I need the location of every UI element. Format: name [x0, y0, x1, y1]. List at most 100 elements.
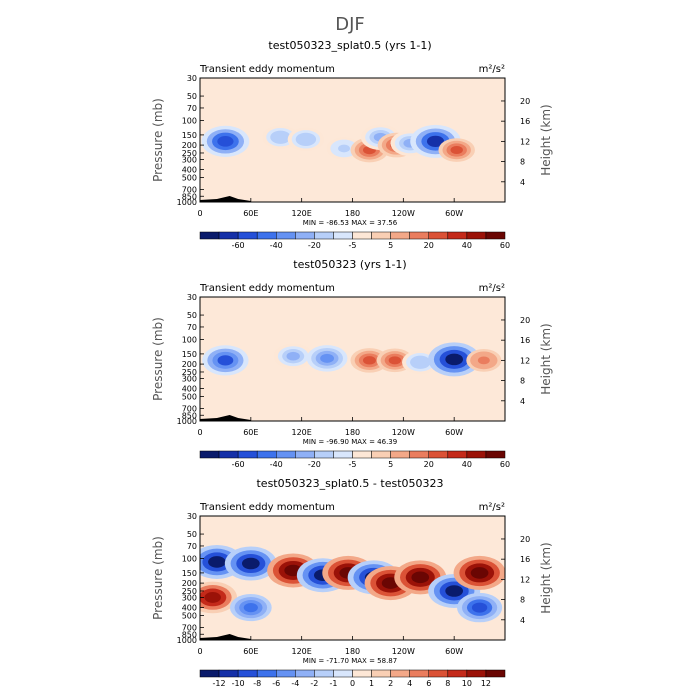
longitude-tick-label: 60E — [243, 428, 258, 437]
pressure-tick-label: 700 — [182, 623, 197, 632]
contour-blob-negative — [471, 602, 488, 613]
panel-title: test050323_splat0.5 - test050323 — [256, 477, 443, 490]
pressure-tick-label: 150 — [182, 569, 197, 578]
colorbar-swatch — [485, 669, 506, 678]
colorbar-label: 60 — [500, 241, 510, 250]
pressure-tick-label: 400 — [182, 385, 197, 394]
colorbar-swatch — [466, 669, 487, 678]
colorbar-label: 10 — [462, 679, 472, 688]
colorbar-label: -12 — [213, 679, 226, 688]
panel-2: test050323 (yrs 1-1) Transient eddy momen… — [151, 258, 553, 469]
longitude-tick-label: 0 — [197, 428, 202, 437]
colorbar-label: 40 — [462, 460, 472, 469]
colorbar-swatch — [352, 450, 372, 459]
terrain-silhouette — [200, 196, 251, 202]
colorbar-swatch — [218, 450, 239, 459]
colorbar-swatch — [314, 450, 334, 459]
pressure-tick-label: 50 — [187, 530, 197, 539]
colorbar-label: -5 — [349, 241, 357, 250]
pressure-tick-label: 850 — [182, 630, 197, 639]
colorbar-swatch — [276, 450, 296, 459]
colorbar-swatch — [409, 669, 429, 678]
contour-blob-negative — [274, 133, 287, 142]
terrain-silhouette — [200, 415, 251, 421]
units-label: m²/s² — [479, 64, 505, 75]
colorbar-swatch — [352, 669, 372, 678]
colorbar-swatch — [333, 450, 353, 459]
longitude-tick-label: 60E — [243, 209, 258, 218]
contour-blob-negative — [208, 556, 226, 568]
pressure-tick-label: 70 — [187, 542, 197, 551]
pressure-tick-label: 50 — [187, 92, 197, 101]
y-axis-title: Pressure (mb) — [151, 536, 165, 620]
colorbar-label: 1 — [369, 679, 374, 688]
panel-title: test050323_splat0.5 (yrs 1-1) — [268, 39, 431, 52]
pressure-tick-label: 500 — [182, 611, 197, 620]
contour-blob-negative — [414, 358, 427, 367]
colorbar-swatch — [218, 231, 239, 240]
colorbar-swatch — [428, 669, 449, 678]
pressure-tick-label: 70 — [187, 323, 197, 332]
units-label: m²/s² — [479, 283, 505, 294]
colorbar-label: -8 — [253, 679, 261, 688]
colorbar-label: -1 — [329, 679, 337, 688]
pressure-tick-label: 850 — [182, 192, 197, 201]
colorbar-swatch — [447, 669, 468, 678]
colorbar-swatch — [295, 231, 315, 240]
longitude-tick-label: 180 — [345, 647, 360, 656]
height-tick-label: 4 — [520, 616, 525, 625]
height-tick-label: 20 — [520, 535, 530, 544]
y2-axis-title: Height (km) — [539, 542, 553, 613]
pressure-tick-label: 500 — [182, 392, 197, 401]
height-tick-label: 16 — [520, 555, 530, 564]
pressure-tick-label: 300 — [182, 155, 197, 164]
colorbar-swatch — [466, 450, 487, 459]
colorbar-label: -4 — [291, 679, 299, 688]
colorbar-label: -5 — [349, 460, 357, 469]
height-tick-label: 12 — [520, 137, 530, 146]
contour-blob-positive — [411, 571, 430, 584]
longitude-tick-label: 120W — [392, 647, 415, 656]
contour-blob-negative — [299, 135, 313, 144]
height-tick-label: 16 — [520, 336, 530, 345]
pressure-tick-label: 200 — [182, 141, 197, 150]
longitude-tick-label: 0 — [197, 647, 202, 656]
pressure-tick-label: 700 — [182, 404, 197, 413]
variable-label: Transient eddy momentum — [199, 502, 335, 513]
super-title: DJF — [335, 14, 365, 35]
longitude-tick-label: 120E — [292, 647, 312, 656]
colorbar-label: -20 — [308, 241, 321, 250]
colorbar-label: -2 — [310, 679, 318, 688]
pressure-tick-label: 500 — [182, 173, 197, 182]
height-tick-label: 8 — [520, 596, 525, 605]
colorbar-label: 4 — [407, 679, 412, 688]
pressure-tick-label: 150 — [182, 350, 197, 359]
colorbar-swatch — [314, 231, 334, 240]
pressure-tick-label: 1000 — [177, 198, 197, 207]
colorbar-label: 12 — [481, 679, 491, 688]
contour-blob-negative — [241, 557, 260, 570]
colorbar-swatch — [199, 450, 220, 459]
colorbar-label: 5 — [388, 241, 393, 250]
colorbar-swatch — [256, 231, 277, 240]
y2-axis-title: Height (km) — [539, 323, 553, 394]
colorbar-swatch — [447, 231, 468, 240]
colorbar-swatch — [352, 231, 372, 240]
pressure-tick-label: 1000 — [177, 636, 197, 645]
pressure-tick-label: 100 — [182, 117, 197, 126]
contour-blob-positive — [450, 146, 463, 155]
units-label: m²/s² — [479, 502, 505, 513]
colorbar-swatch — [466, 231, 487, 240]
longitude-tick-label: 120E — [292, 209, 312, 218]
colorbar-swatch — [390, 450, 410, 459]
panel-1: test050323_splat0.5 (yrs 1-1) Transient e… — [151, 39, 553, 250]
contour-blob-negative — [445, 353, 464, 366]
colorbar-swatch — [485, 450, 506, 459]
longitude-tick-label: 60E — [243, 647, 258, 656]
longitude-tick-label: 60W — [445, 647, 463, 656]
longitude-tick-label: 0 — [197, 209, 202, 218]
height-tick-label: 4 — [520, 397, 525, 406]
pressure-tick-label: 50 — [187, 311, 197, 320]
colorbar-label: 20 — [424, 241, 434, 250]
pressure-tick-label: 400 — [182, 166, 197, 175]
